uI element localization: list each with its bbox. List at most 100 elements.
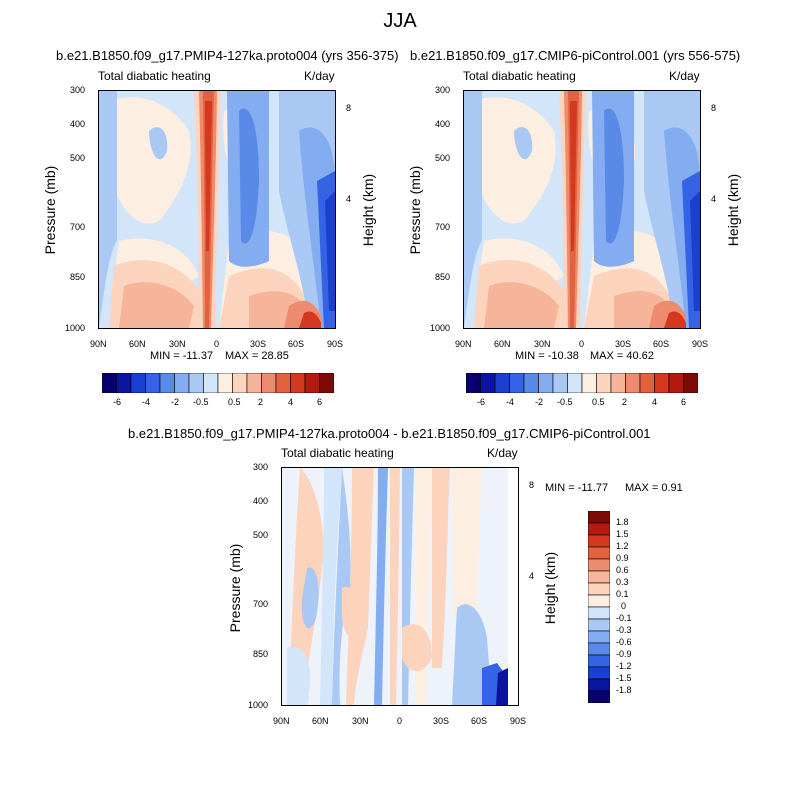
colorbar-swatch xyxy=(610,372,626,394)
panel2-colorbar-label: -2 xyxy=(535,397,544,407)
panel1-xtick: 0 xyxy=(214,339,220,349)
panel1-y2label: Height (km) xyxy=(360,173,376,247)
colorbar-swatch xyxy=(668,372,684,394)
colorbar-swatch xyxy=(567,372,583,394)
colorbar-swatch xyxy=(203,372,219,394)
panel1-colorbar-label: 0.5 xyxy=(228,397,241,407)
panel2-subtitle-right: K/day xyxy=(669,69,700,83)
panel1-ytick: 500 xyxy=(70,153,86,163)
panel1-colorbar-label: -4 xyxy=(142,397,151,407)
panel2-ytick: 400 xyxy=(435,119,451,129)
colorbar-swatch xyxy=(232,372,248,394)
panel3-plot-area xyxy=(281,467,519,706)
panel1-xtick: 60N xyxy=(129,339,146,349)
colorbar-swatch xyxy=(290,372,306,394)
colorbar-swatch xyxy=(587,546,611,560)
colorbar-swatch xyxy=(145,372,161,394)
colorbar-swatch xyxy=(304,372,320,394)
panel3-xtick: 90S xyxy=(510,716,527,726)
colorbar-swatch xyxy=(174,372,190,394)
panel2-heatmap xyxy=(464,91,700,328)
panel2-xtick: 30N xyxy=(534,339,551,349)
colorbar-swatch xyxy=(587,582,611,596)
panel1-ytick: 300 xyxy=(70,85,86,95)
panel1-ylabel: Pressure (mb) xyxy=(42,165,58,255)
panel1-colorbar-label: -0.5 xyxy=(193,397,209,407)
panel3-ytick: 1000 xyxy=(248,700,269,710)
colorbar-swatch xyxy=(159,372,175,394)
colorbar-swatch xyxy=(246,372,262,394)
panel3-title: b.e21.B1850.f09_g17.PMIP4-127ka.proto004… xyxy=(128,426,651,441)
colorbar-swatch xyxy=(587,678,611,692)
panel3-heatmap xyxy=(282,468,518,705)
panel3-colorbar-label: -0.9 xyxy=(616,649,632,659)
panel2-y2tick: 8 xyxy=(711,103,717,113)
colorbar-swatch xyxy=(552,372,568,394)
panel1-subtitle-left: Total diabatic heating xyxy=(98,69,211,83)
panel1-xtick: 90S xyxy=(327,339,344,349)
panel2-plot-area xyxy=(463,90,701,329)
colorbar-swatch xyxy=(319,372,335,394)
panel3-y2tick: 4 xyxy=(529,571,535,581)
colorbar-swatch xyxy=(683,372,699,394)
panel1-colorbar-label: 4 xyxy=(288,397,294,407)
page-title: JJA xyxy=(383,10,417,32)
colorbar-swatch xyxy=(596,372,612,394)
colorbar-swatch xyxy=(101,372,117,394)
panel2-ylabel: Pressure (mb) xyxy=(407,165,423,255)
panel3-ytick: 850 xyxy=(253,649,269,659)
panel1-colorbar-label: 6 xyxy=(317,397,323,407)
panel3-colorbar-label: -1.2 xyxy=(616,661,632,671)
panel2-ytick: 1000 xyxy=(430,323,451,333)
panel2-xtick: 60S xyxy=(653,339,670,349)
colorbar-swatch xyxy=(639,372,655,394)
panel2-xtick: 0 xyxy=(579,339,585,349)
panel3-xtick: 30S xyxy=(433,716,450,726)
panel2-colorbar-label: 2 xyxy=(622,397,628,407)
panel2-colorbar-label: 4 xyxy=(652,397,658,407)
panel1-xtick: 90N xyxy=(90,339,107,349)
colorbar-swatch xyxy=(587,522,611,536)
panel3-colorbar-label: -0.6 xyxy=(616,637,632,647)
panel1-colorbar-label: -6 xyxy=(113,397,122,407)
panel3-colorbar-label: 1.2 xyxy=(616,541,629,551)
panel2-colorbar-label: -4 xyxy=(506,397,515,407)
panel2-xtick: 90N xyxy=(455,339,472,349)
colorbar-swatch xyxy=(587,690,611,704)
colorbar-swatch xyxy=(587,558,611,572)
panel3-colorbar-label: 1.5 xyxy=(616,529,629,539)
colorbar-swatch xyxy=(130,372,146,394)
panel2-y2tick: 4 xyxy=(711,194,717,204)
panel1-ytick: 700 xyxy=(70,222,86,232)
colorbar-swatch xyxy=(523,372,539,394)
panel3-ylabel: Pressure (mb) xyxy=(227,543,243,633)
panel1-y2tick: 8 xyxy=(346,103,352,113)
panel3-y2tick: 8 xyxy=(529,480,535,490)
panel2-ytick: 850 xyxy=(435,272,451,282)
panel1-colorbar-label: 2 xyxy=(258,397,264,407)
panel1-ytick: 400 xyxy=(70,119,86,129)
panel3-xtick: 60N xyxy=(312,716,329,726)
panel2-colorbar-label: -6 xyxy=(477,397,486,407)
panel1-y2tick: 4 xyxy=(346,194,352,204)
panel1-ytick: 1000 xyxy=(65,323,86,333)
colorbar-swatch xyxy=(538,372,554,394)
panel2-ytick: 500 xyxy=(435,153,451,163)
panel3-subtitle-left: Total diabatic heating xyxy=(281,446,394,460)
panel2-title: b.e21.B1850.f09_g17.CMIP6-piControl.001 … xyxy=(410,48,741,63)
panel3-subtitle-right: K/day xyxy=(487,446,518,460)
panel1-min-label: MIN = -11.37 xyxy=(150,350,214,362)
panel1-xtick: 30S xyxy=(250,339,267,349)
panel2-xtick: 90S xyxy=(692,339,709,349)
colorbar-swatch xyxy=(217,372,233,394)
panel2-ytick: 700 xyxy=(435,222,451,232)
panel3-xtick: 90N xyxy=(273,716,290,726)
colorbar-swatch xyxy=(480,372,496,394)
panel3-min-label: MIN = -11.77 xyxy=(545,482,609,494)
panel1-max-label: MAX = 28.85 xyxy=(225,350,289,362)
panel3-colorbar-label: 0 xyxy=(621,601,627,611)
panel2-xtick: 60N xyxy=(494,339,511,349)
panel3-ytick: 700 xyxy=(253,599,269,609)
panel3-colorbar-label: -1.8 xyxy=(616,685,632,695)
colorbar-swatch xyxy=(509,372,525,394)
